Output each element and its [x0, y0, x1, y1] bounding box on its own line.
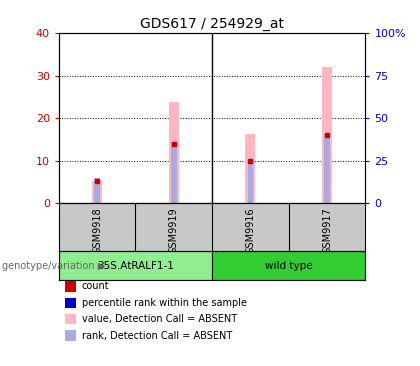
Text: GSM9917: GSM9917 [322, 207, 332, 254]
Bar [65, 314, 76, 325]
Bar [322, 67, 332, 203]
Bar [65, 298, 76, 308]
Bar [245, 134, 255, 203]
Text: percentile rank within the sample: percentile rank within the sample [82, 298, 247, 308]
Text: genotype/variation ▶: genotype/variation ▶ [2, 261, 105, 271]
Text: value, Detection Call = ABSENT: value, Detection Call = ABSENT [82, 314, 237, 324]
Text: 35S.AtRALF1-1: 35S.AtRALF1-1 [97, 261, 174, 271]
Bar [59, 251, 212, 280]
Bar [65, 330, 76, 341]
Bar [169, 102, 179, 203]
Text: count: count [82, 281, 110, 291]
Bar [212, 251, 365, 280]
Bar [65, 281, 76, 292]
Bar [324, 134, 330, 203]
Text: rank, Detection Call = ABSENT: rank, Detection Call = ABSENT [82, 330, 232, 341]
Text: wild type: wild type [265, 261, 312, 271]
Text: GSM9916: GSM9916 [245, 207, 255, 254]
Text: GSM9919: GSM9919 [169, 207, 179, 254]
Bar [92, 181, 102, 203]
Bar [248, 160, 253, 203]
Title: GDS617 / 254929_at: GDS617 / 254929_at [140, 16, 284, 30]
Bar [94, 178, 100, 203]
Text: GSM9918: GSM9918 [92, 207, 102, 254]
Bar [171, 142, 176, 203]
